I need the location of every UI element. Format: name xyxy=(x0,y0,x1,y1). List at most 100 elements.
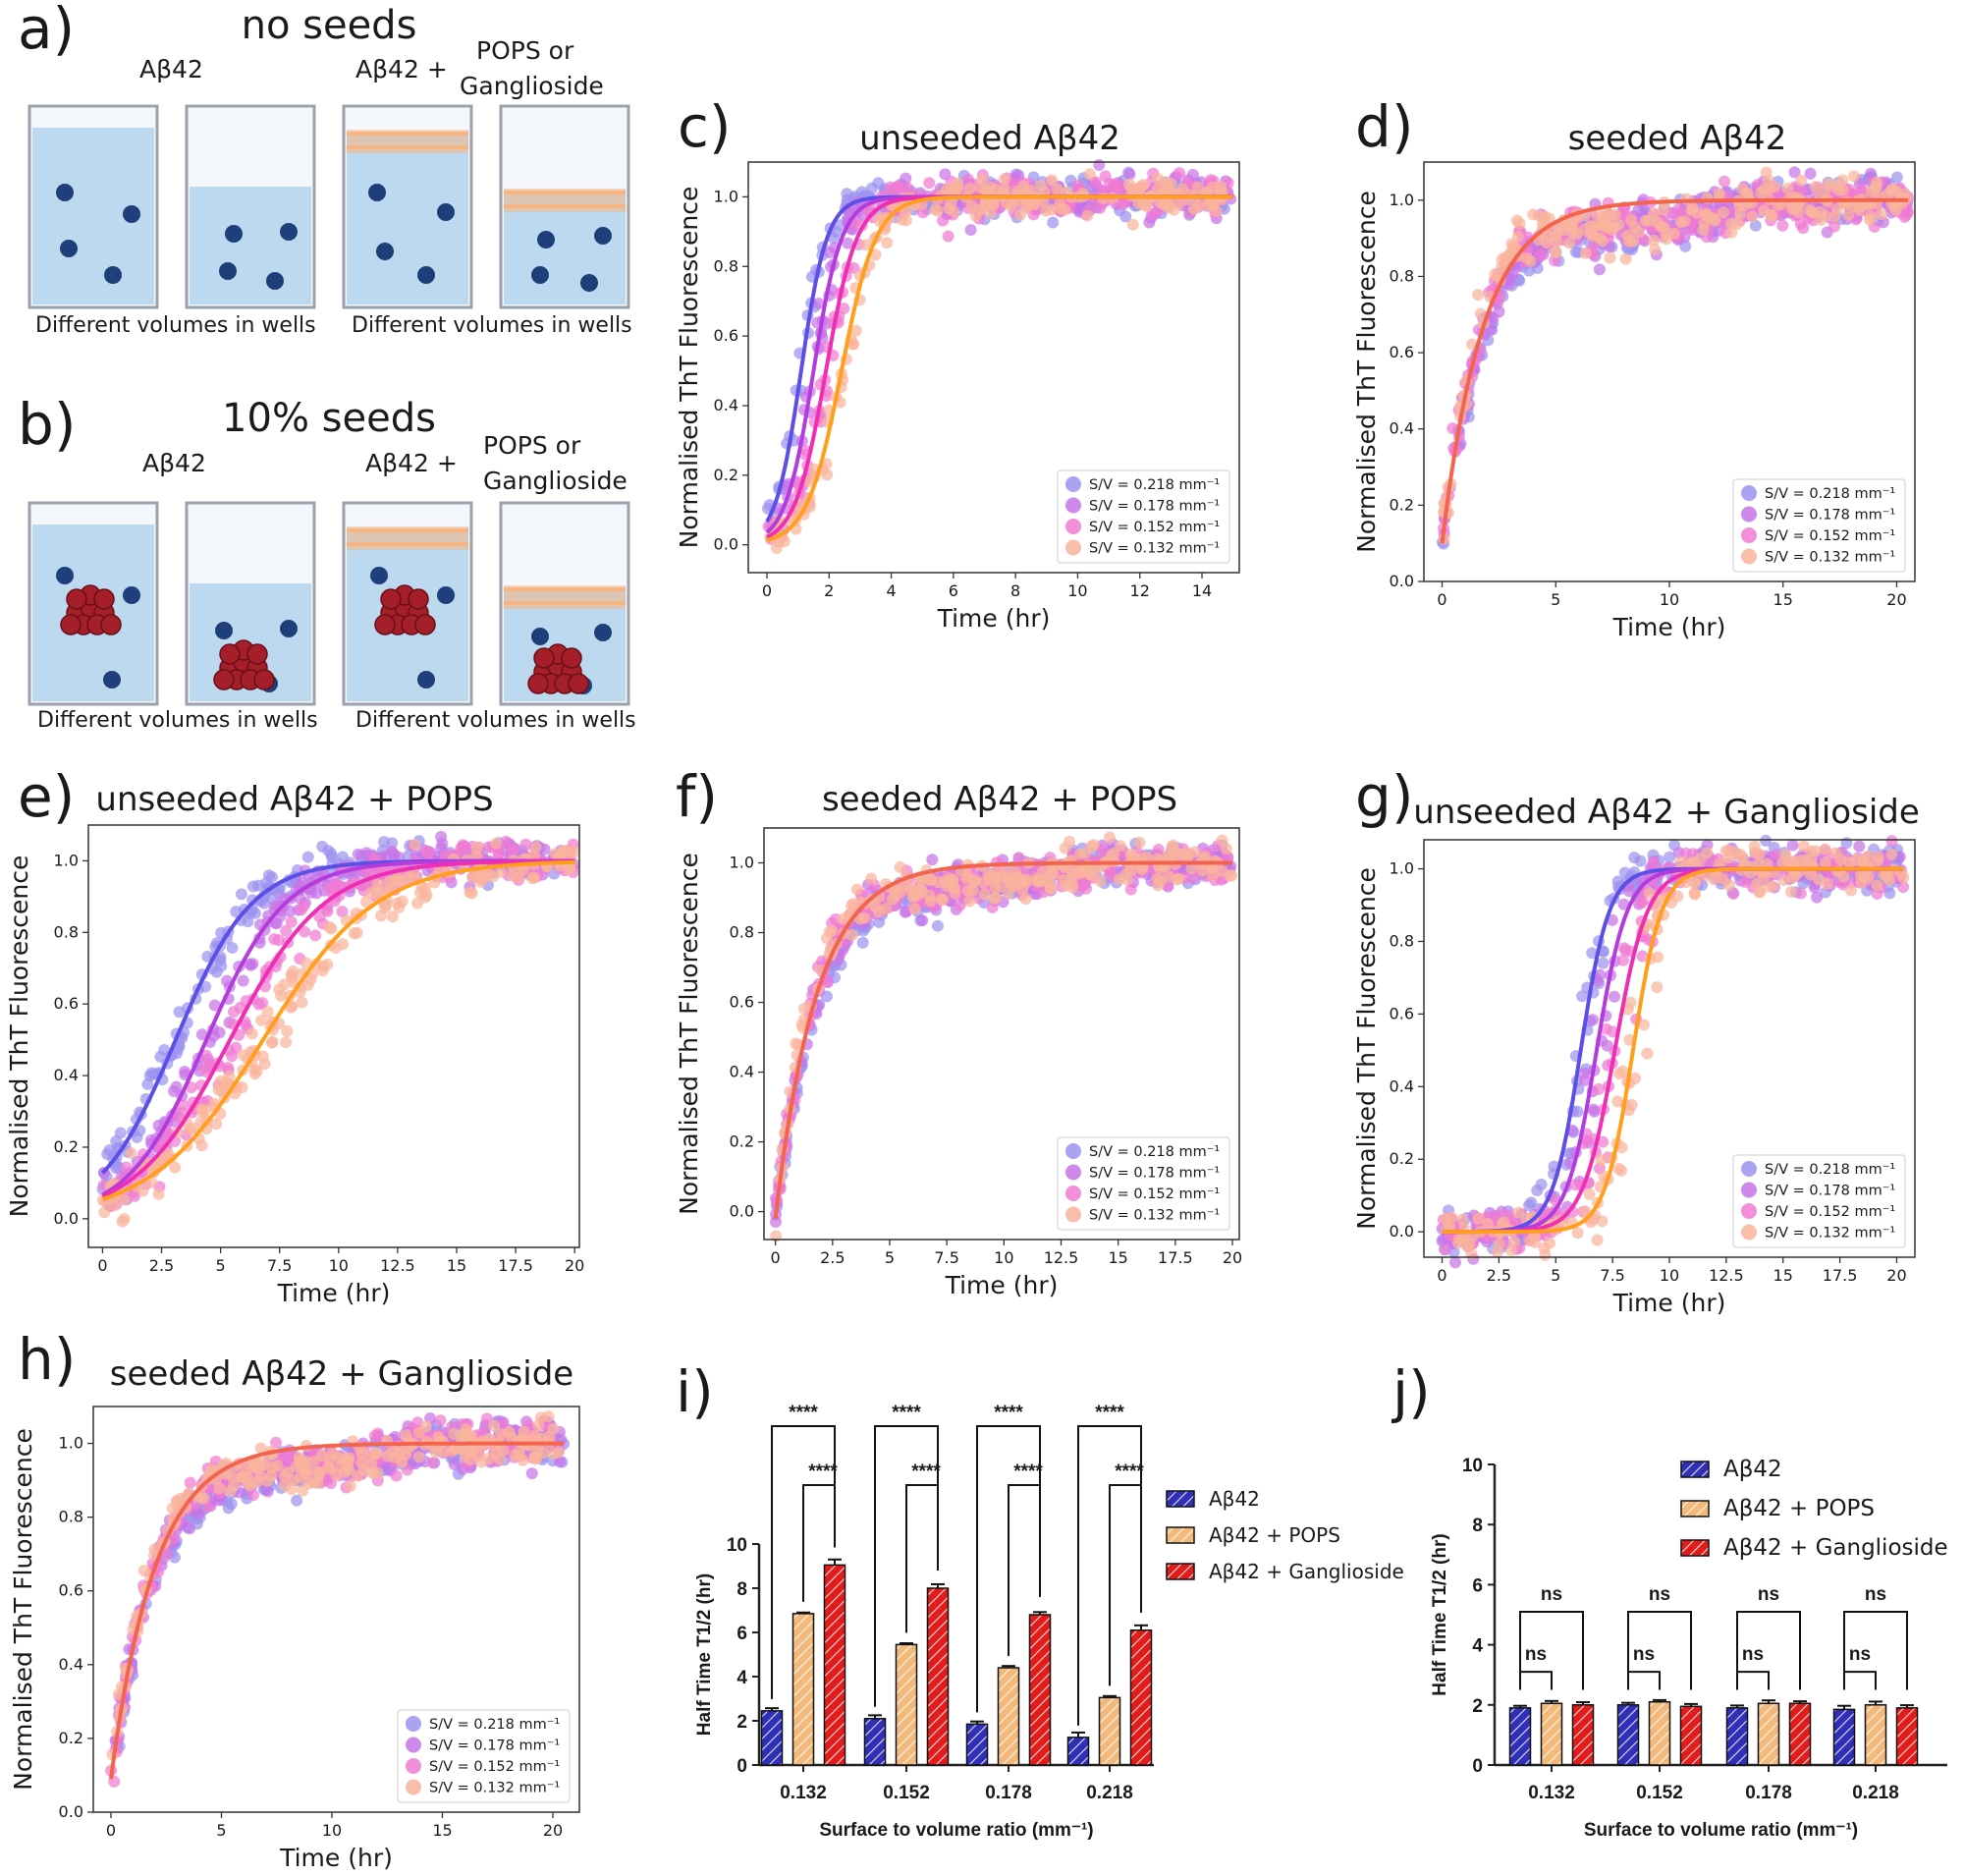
well-a3 xyxy=(342,104,473,309)
data-point xyxy=(154,1050,167,1063)
well-a1 xyxy=(27,104,159,309)
data-point xyxy=(1766,209,1778,222)
data-point xyxy=(1616,1065,1629,1077)
data-point xyxy=(942,230,955,243)
monomer-bead xyxy=(594,624,612,641)
data-point xyxy=(770,541,783,554)
data-point xyxy=(1057,874,1069,887)
data-point xyxy=(1493,1238,1505,1250)
y-axis-label: Normalised ThT Fluorescence xyxy=(1352,867,1381,1230)
legend-marker xyxy=(1065,1143,1081,1159)
data-point xyxy=(1698,217,1711,230)
data-point xyxy=(1811,891,1824,904)
data-point xyxy=(1733,199,1746,212)
schematic-b-lipid-label-1: POPS or xyxy=(483,431,581,460)
data-point xyxy=(1605,210,1617,223)
x-axis-label: Time (hr) xyxy=(1612,1289,1726,1317)
data-point xyxy=(924,895,937,908)
legend-marker xyxy=(1741,506,1757,523)
data-point xyxy=(513,871,525,884)
data-point xyxy=(1641,1047,1654,1060)
monomer-bead xyxy=(368,184,386,201)
data-point xyxy=(465,887,478,900)
data-point xyxy=(1871,177,1883,190)
y-axis-label: Normalised ThT Fluorescence xyxy=(675,853,703,1215)
data-point xyxy=(1135,180,1148,193)
data-point xyxy=(563,861,575,874)
monomer-bead xyxy=(531,266,549,284)
data-point xyxy=(1625,214,1638,227)
legend-label: S/V = 0.152 mm⁻¹ xyxy=(1765,528,1895,544)
data-point xyxy=(98,1206,111,1219)
data-point xyxy=(246,880,259,893)
data-point xyxy=(939,874,952,887)
data-point xyxy=(1569,246,1582,258)
y-tick-label: 0.6 xyxy=(1390,1004,1414,1022)
legend-label: S/V = 0.218 mm⁻¹ xyxy=(1089,1144,1220,1160)
data-point xyxy=(812,298,825,310)
data-point xyxy=(1014,208,1027,221)
data-point xyxy=(141,1077,154,1090)
seed-aggregate xyxy=(408,588,429,610)
data-point xyxy=(1862,850,1875,862)
data-point xyxy=(916,914,929,927)
legend-marker xyxy=(1741,1203,1757,1219)
monomer-bead xyxy=(280,223,298,241)
x-tick-label: 15 xyxy=(1773,1266,1793,1285)
data-point xyxy=(212,1083,225,1096)
data-point xyxy=(976,174,989,187)
data-point xyxy=(1489,268,1501,281)
monomer-bead xyxy=(437,203,455,221)
data-point xyxy=(963,895,976,908)
monomer-bead xyxy=(219,262,237,280)
data-point xyxy=(1746,210,1759,223)
data-point xyxy=(982,867,995,880)
data-point xyxy=(385,845,398,857)
data-point xyxy=(1094,201,1107,214)
legend-label: S/V = 0.178 mm⁻¹ xyxy=(1765,1184,1895,1199)
data-point xyxy=(1175,183,1188,195)
data-point xyxy=(1648,234,1661,247)
schematic-b-left-label: Aβ42 xyxy=(142,449,206,477)
monomer-bead xyxy=(280,620,298,637)
data-point xyxy=(1562,237,1575,249)
y-tick-label: 0.6 xyxy=(714,326,738,345)
data-point xyxy=(1173,167,1186,180)
well-liquid xyxy=(190,187,311,304)
y-tick-label: 0.2 xyxy=(730,1132,754,1151)
data-point xyxy=(272,934,285,947)
data-point xyxy=(492,848,505,860)
legend-marker xyxy=(1065,519,1081,534)
data-point xyxy=(1658,203,1670,216)
fit-line-2 xyxy=(101,858,575,1198)
plot-frame xyxy=(747,161,1240,574)
schematic-b-lipid-label-2: Ganglioside xyxy=(483,467,627,495)
y-tick-label: 0.2 xyxy=(1390,1149,1414,1168)
data-point xyxy=(299,925,311,938)
y-axis-label: Normalised ThT Fluorescence xyxy=(675,187,703,549)
x-axis-label: Time (hr) xyxy=(1612,613,1726,641)
x-tick-label: 10 xyxy=(329,1256,349,1275)
data-point xyxy=(1723,851,1736,863)
monomer-bead xyxy=(103,671,121,689)
data-point xyxy=(1087,839,1100,852)
data-point xyxy=(169,1161,182,1174)
data-point xyxy=(244,958,256,970)
data-point xyxy=(527,871,540,884)
data-point xyxy=(1685,203,1698,216)
data-point xyxy=(1472,289,1485,302)
data-point xyxy=(1051,183,1064,195)
schematic-a-right-label: Aβ42 + xyxy=(355,55,448,83)
data-point xyxy=(950,184,962,196)
chart-title-g: unseeded Aβ42 + Ganglioside xyxy=(1413,793,1920,832)
data-point xyxy=(336,851,349,863)
data-point xyxy=(336,906,349,918)
data-point xyxy=(859,239,872,251)
legend-marker xyxy=(1065,1186,1081,1201)
data-point xyxy=(1059,203,1071,216)
data-point xyxy=(1439,1243,1451,1256)
plot-frame xyxy=(87,824,580,1248)
data-point xyxy=(1805,205,1818,218)
schematic-b-caption-right: Different volumes in wells xyxy=(355,708,636,733)
data-point xyxy=(280,924,293,937)
